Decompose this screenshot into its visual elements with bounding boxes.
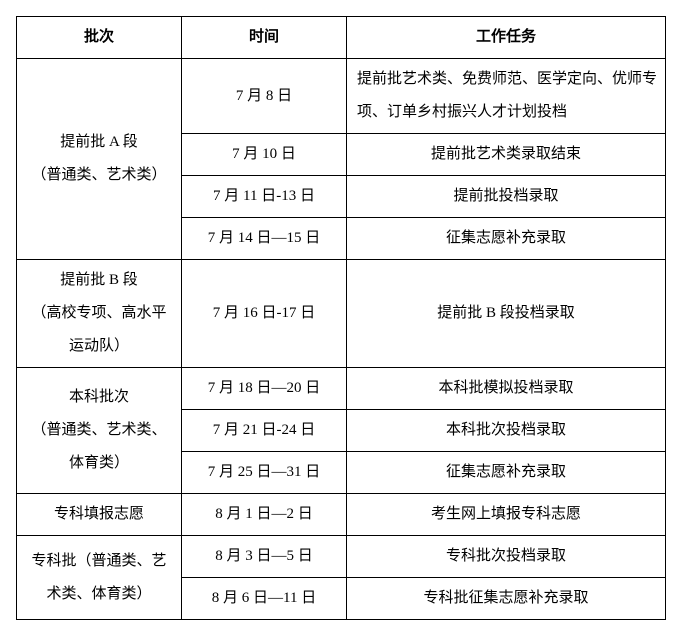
task-cell: 征集志愿补充录取	[347, 218, 666, 260]
task-cell: 提前批投档录取	[347, 176, 666, 218]
task-cell: 专科批次投档录取	[347, 536, 666, 578]
batch-cell: 专科填报志愿	[17, 494, 182, 536]
table-row: 专科批（普通类、艺术类、体育类）8 月 3 日—5 日专科批次投档录取	[17, 536, 666, 578]
task-cell: 本科批模拟投档录取	[347, 368, 666, 410]
table-row: 专科填报志愿8 月 1 日—2 日考生网上填报专科志愿	[17, 494, 666, 536]
time-cell: 7 月 11 日-13 日	[182, 176, 347, 218]
time-cell: 7 月 16 日-17 日	[182, 260, 347, 368]
task-cell: 提前批 B 段投档录取	[347, 260, 666, 368]
schedule-table: 批次 时间 工作任务 提前批 A 段（普通类、艺术类）7 月 8 日提前批艺术类…	[16, 16, 666, 620]
time-cell: 8 月 3 日—5 日	[182, 536, 347, 578]
header-row: 批次 时间 工作任务	[17, 17, 666, 59]
time-cell: 7 月 8 日	[182, 59, 347, 134]
batch-cell: 提前批 A 段（普通类、艺术类）	[17, 59, 182, 260]
time-cell: 8 月 6 日—11 日	[182, 578, 347, 620]
task-cell: 提前批艺术类录取结束	[347, 134, 666, 176]
task-cell: 征集志愿补充录取	[347, 452, 666, 494]
header-time: 时间	[182, 17, 347, 59]
table-row: 本科批次（普通类、艺术类、体育类）7 月 18 日—20 日本科批模拟投档录取	[17, 368, 666, 410]
time-cell: 8 月 1 日—2 日	[182, 494, 347, 536]
task-cell: 考生网上填报专科志愿	[347, 494, 666, 536]
task-cell: 提前批艺术类、免费师范、医学定向、优师专项、订单乡村振兴人才计划投档	[347, 59, 666, 134]
batch-cell: 提前批 B 段（高校专项、高水平运动队）	[17, 260, 182, 368]
table-row: 提前批 B 段（高校专项、高水平运动队）7 月 16 日-17 日提前批 B 段…	[17, 260, 666, 368]
time-cell: 7 月 18 日—20 日	[182, 368, 347, 410]
task-cell: 专科批征集志愿补充录取	[347, 578, 666, 620]
time-cell: 7 月 10 日	[182, 134, 347, 176]
time-cell: 7 月 25 日—31 日	[182, 452, 347, 494]
batch-cell: 本科批次（普通类、艺术类、体育类）	[17, 368, 182, 494]
task-cell: 本科批次投档录取	[347, 410, 666, 452]
time-cell: 7 月 21 日-24 日	[182, 410, 347, 452]
batch-cell: 专科批（普通类、艺术类、体育类）	[17, 536, 182, 620]
table-row: 提前批 A 段（普通类、艺术类）7 月 8 日提前批艺术类、免费师范、医学定向、…	[17, 59, 666, 134]
header-task: 工作任务	[347, 17, 666, 59]
header-batch: 批次	[17, 17, 182, 59]
time-cell: 7 月 14 日—15 日	[182, 218, 347, 260]
